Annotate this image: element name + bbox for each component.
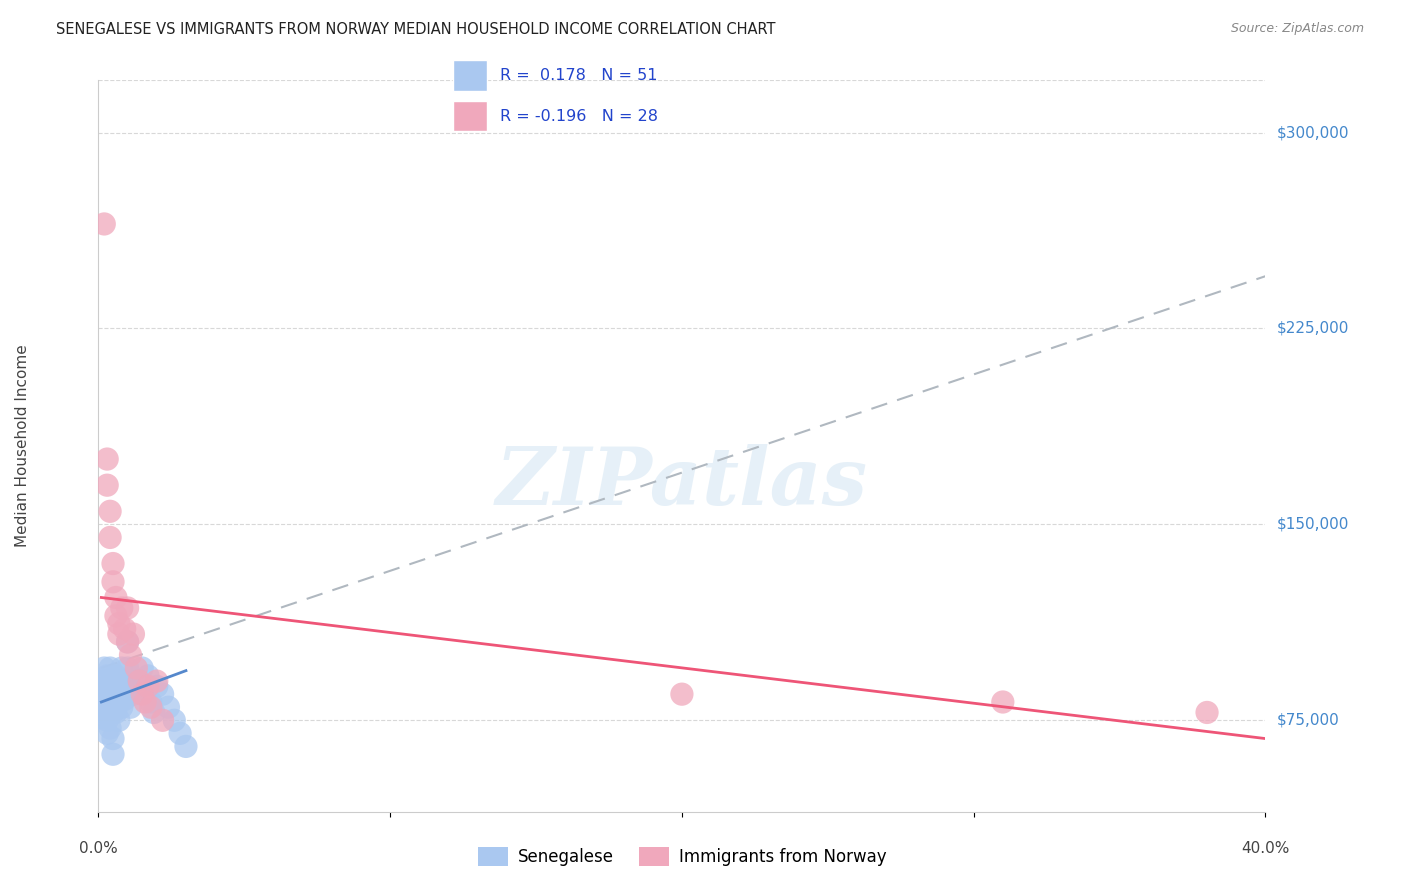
Text: $225,000: $225,000 [1277, 321, 1350, 336]
Point [117, 661, 139, 675]
Point [96, 478, 118, 492]
Point [131, 661, 153, 675]
Point [117, 601, 139, 615]
Point [108, 695, 131, 709]
Point [114, 692, 136, 706]
Point [98, 692, 121, 706]
Point [101, 687, 124, 701]
Point [174, 739, 197, 754]
Text: 40.0%: 40.0% [1241, 841, 1289, 856]
Point [114, 674, 136, 689]
Point [134, 695, 156, 709]
Text: $300,000: $300,000 [1277, 125, 1350, 140]
Point [111, 661, 134, 675]
Text: R = -0.196   N = 28: R = -0.196 N = 28 [501, 109, 658, 124]
Point [108, 679, 131, 693]
Point [136, 679, 159, 693]
Point [163, 714, 186, 728]
Point [157, 700, 180, 714]
Point [98, 530, 121, 544]
Point [134, 687, 156, 701]
Point [104, 706, 127, 720]
Point [117, 635, 139, 649]
Point [98, 504, 121, 518]
Point [104, 591, 127, 605]
Text: SENEGALESE VS IMMIGRANTS FROM NORWAY MEDIAN HOUSEHOLD INCOME CORRELATION CHART: SENEGALESE VS IMMIGRANTS FROM NORWAY MED… [56, 22, 776, 37]
Point [90, 695, 112, 709]
Point [108, 616, 131, 631]
Point [991, 695, 1014, 709]
Point [98, 661, 121, 675]
Point [125, 674, 148, 689]
Point [108, 627, 131, 641]
Point [169, 726, 191, 740]
Point [671, 687, 693, 701]
Point [98, 721, 121, 735]
Point [101, 747, 124, 762]
Text: R =  0.178   N = 51: R = 0.178 N = 51 [501, 68, 658, 83]
Point [98, 679, 121, 693]
Point [152, 714, 174, 728]
Point [101, 706, 124, 720]
Point [114, 622, 136, 636]
Point [128, 679, 150, 693]
Point [111, 679, 134, 693]
Point [96, 700, 118, 714]
Point [117, 635, 139, 649]
Point [146, 674, 169, 689]
Point [93, 661, 115, 675]
Point [136, 669, 159, 683]
Text: Source: ZipAtlas.com: Source: ZipAtlas.com [1230, 22, 1364, 36]
Point [125, 661, 148, 675]
Point [93, 687, 115, 701]
Point [131, 687, 153, 701]
Point [104, 669, 127, 683]
Bar [453, 61, 486, 91]
Point [111, 601, 134, 615]
Point [120, 700, 142, 714]
Point [122, 687, 145, 701]
Point [128, 674, 150, 689]
Text: $150,000: $150,000 [1277, 516, 1350, 532]
Point [90, 711, 112, 725]
Point [96, 679, 118, 693]
Point [146, 679, 169, 693]
Point [120, 679, 142, 693]
Text: 0.0%: 0.0% [79, 841, 118, 856]
Point [139, 695, 162, 709]
Point [104, 687, 127, 701]
Point [101, 674, 124, 689]
Point [1195, 706, 1218, 720]
Point [139, 700, 162, 714]
Point [120, 648, 142, 662]
Point [93, 674, 115, 689]
Point [111, 700, 134, 714]
Point [93, 217, 115, 231]
Point [96, 452, 118, 467]
Bar [453, 101, 486, 131]
Point [104, 608, 127, 623]
Point [98, 706, 121, 720]
Text: Median Household Income: Median Household Income [15, 344, 30, 548]
Point [152, 687, 174, 701]
Point [96, 714, 118, 728]
Point [122, 627, 145, 641]
Point [108, 714, 131, 728]
Point [96, 669, 118, 683]
Point [96, 726, 118, 740]
Legend: Senegalese, Immigrants from Norway: Senegalese, Immigrants from Norway [471, 840, 893, 873]
Text: ZIPatlas: ZIPatlas [496, 444, 868, 521]
Text: $75,000: $75,000 [1277, 713, 1340, 728]
Point [96, 695, 118, 709]
Point [93, 706, 115, 720]
Point [101, 731, 124, 746]
Point [142, 706, 165, 720]
Point [101, 574, 124, 589]
Point [101, 557, 124, 571]
